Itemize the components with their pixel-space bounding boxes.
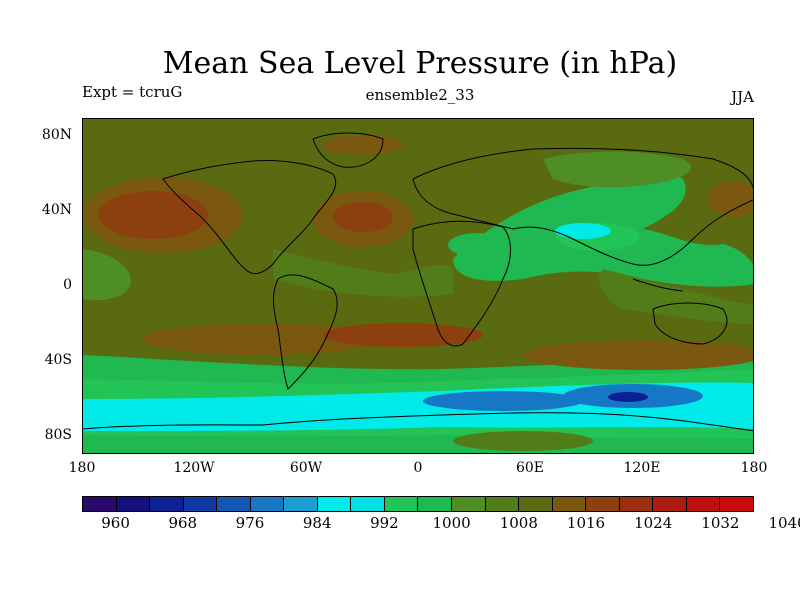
colorbar-swatch [653,497,687,511]
lon-label-180e: 180 [740,460,768,476]
ensemble-label: ensemble2_33 [365,86,475,104]
colorbar-swatch [552,497,587,511]
southern-low-984-atlantic [423,391,583,411]
lon-label-60w: 60W [289,460,323,476]
colorbar-swatch [586,497,620,511]
greenland-coastline [312,132,384,168]
colorbar-swatch [720,497,753,511]
colorbar-swatch [83,497,117,511]
lat-label-0: 0 [63,277,72,293]
south-america-coastline [273,274,338,390]
equatorial-band-atlantic [273,249,453,297]
azores-high-1024 [333,202,393,232]
east-pacific-high [707,181,753,217]
lat-label-40s: 40S [44,352,72,368]
indonesia-coastline [632,278,684,292]
season-label: JJA [731,88,754,106]
colorbar-swatch [250,497,285,511]
colorbar-swatch [686,497,721,511]
colorbar-swatch [284,497,318,511]
pressure-field-svg [83,119,753,453]
colorbar-label: 992 [370,514,399,532]
south-indian-high-1016 [523,340,753,370]
australia-coastline [652,302,728,345]
lat-label-80n: 80N [41,127,72,143]
colorbar-label: 976 [235,514,265,532]
south-atlantic-high-1024 [323,323,483,347]
colorbar-label: 1008 [499,514,538,532]
colorbar-label: 1024 [634,514,673,532]
asian-low-992 [555,223,611,239]
equatorial-band-west [83,249,131,301]
africa-coastline [412,220,511,347]
antarctica-coastline [83,412,753,432]
colorbar [82,496,754,512]
pressure-map [82,118,754,454]
arctic-high-atlantic [323,135,403,155]
equatorial-band-pacific [599,269,753,324]
colorbar-swatch [150,497,184,511]
lat-label-80s: 80S [44,427,72,443]
experiment-label: Expt = tcruG [82,83,183,101]
lon-label-0: 0 [413,460,423,476]
lon-label-180w: 180 [68,460,96,476]
colorbar-swatch [485,497,520,511]
north-pacific-high-1024 [98,191,208,239]
colorbar-swatch [619,497,654,511]
colorbar-label: 1032 [701,514,740,532]
south-pacific-high-1016 [143,323,383,355]
southern-low-976 [608,392,648,402]
sahara-low-1008 [448,233,508,257]
lon-label-60e: 60E [515,460,545,476]
colorbar-label: 1016 [566,514,606,532]
lon-label-120w: 120W [173,460,215,476]
colorbar-swatch [183,497,218,511]
siberian-low-1012 [543,151,692,188]
north-america-coastline [162,160,336,275]
colorbar-swatch [317,497,352,511]
colorbar-swatch [519,497,553,511]
colorbar-label: 960 [101,514,130,532]
colorbar-swatch [217,497,251,511]
colorbar-label: 1000 [432,514,471,532]
colorbar-label: 968 [168,514,198,532]
coastlines [83,132,753,432]
colorbar-label: 1040 [768,514,800,532]
antarctic-high-1016 [453,431,593,451]
figure-title: Mean Sea Level Pressure (in hPa) [162,46,678,81]
colorbar-swatch [418,497,453,511]
colorbar-label: 984 [302,514,332,532]
lat-label-40n: 40N [41,202,72,218]
colorbar-swatch [452,497,486,511]
colorbar-swatch [116,497,151,511]
colorbar-swatch [384,497,419,511]
lon-label-120e: 120E [623,460,661,476]
eurasia-coastline [412,147,753,266]
colorbar-swatch [351,497,385,511]
